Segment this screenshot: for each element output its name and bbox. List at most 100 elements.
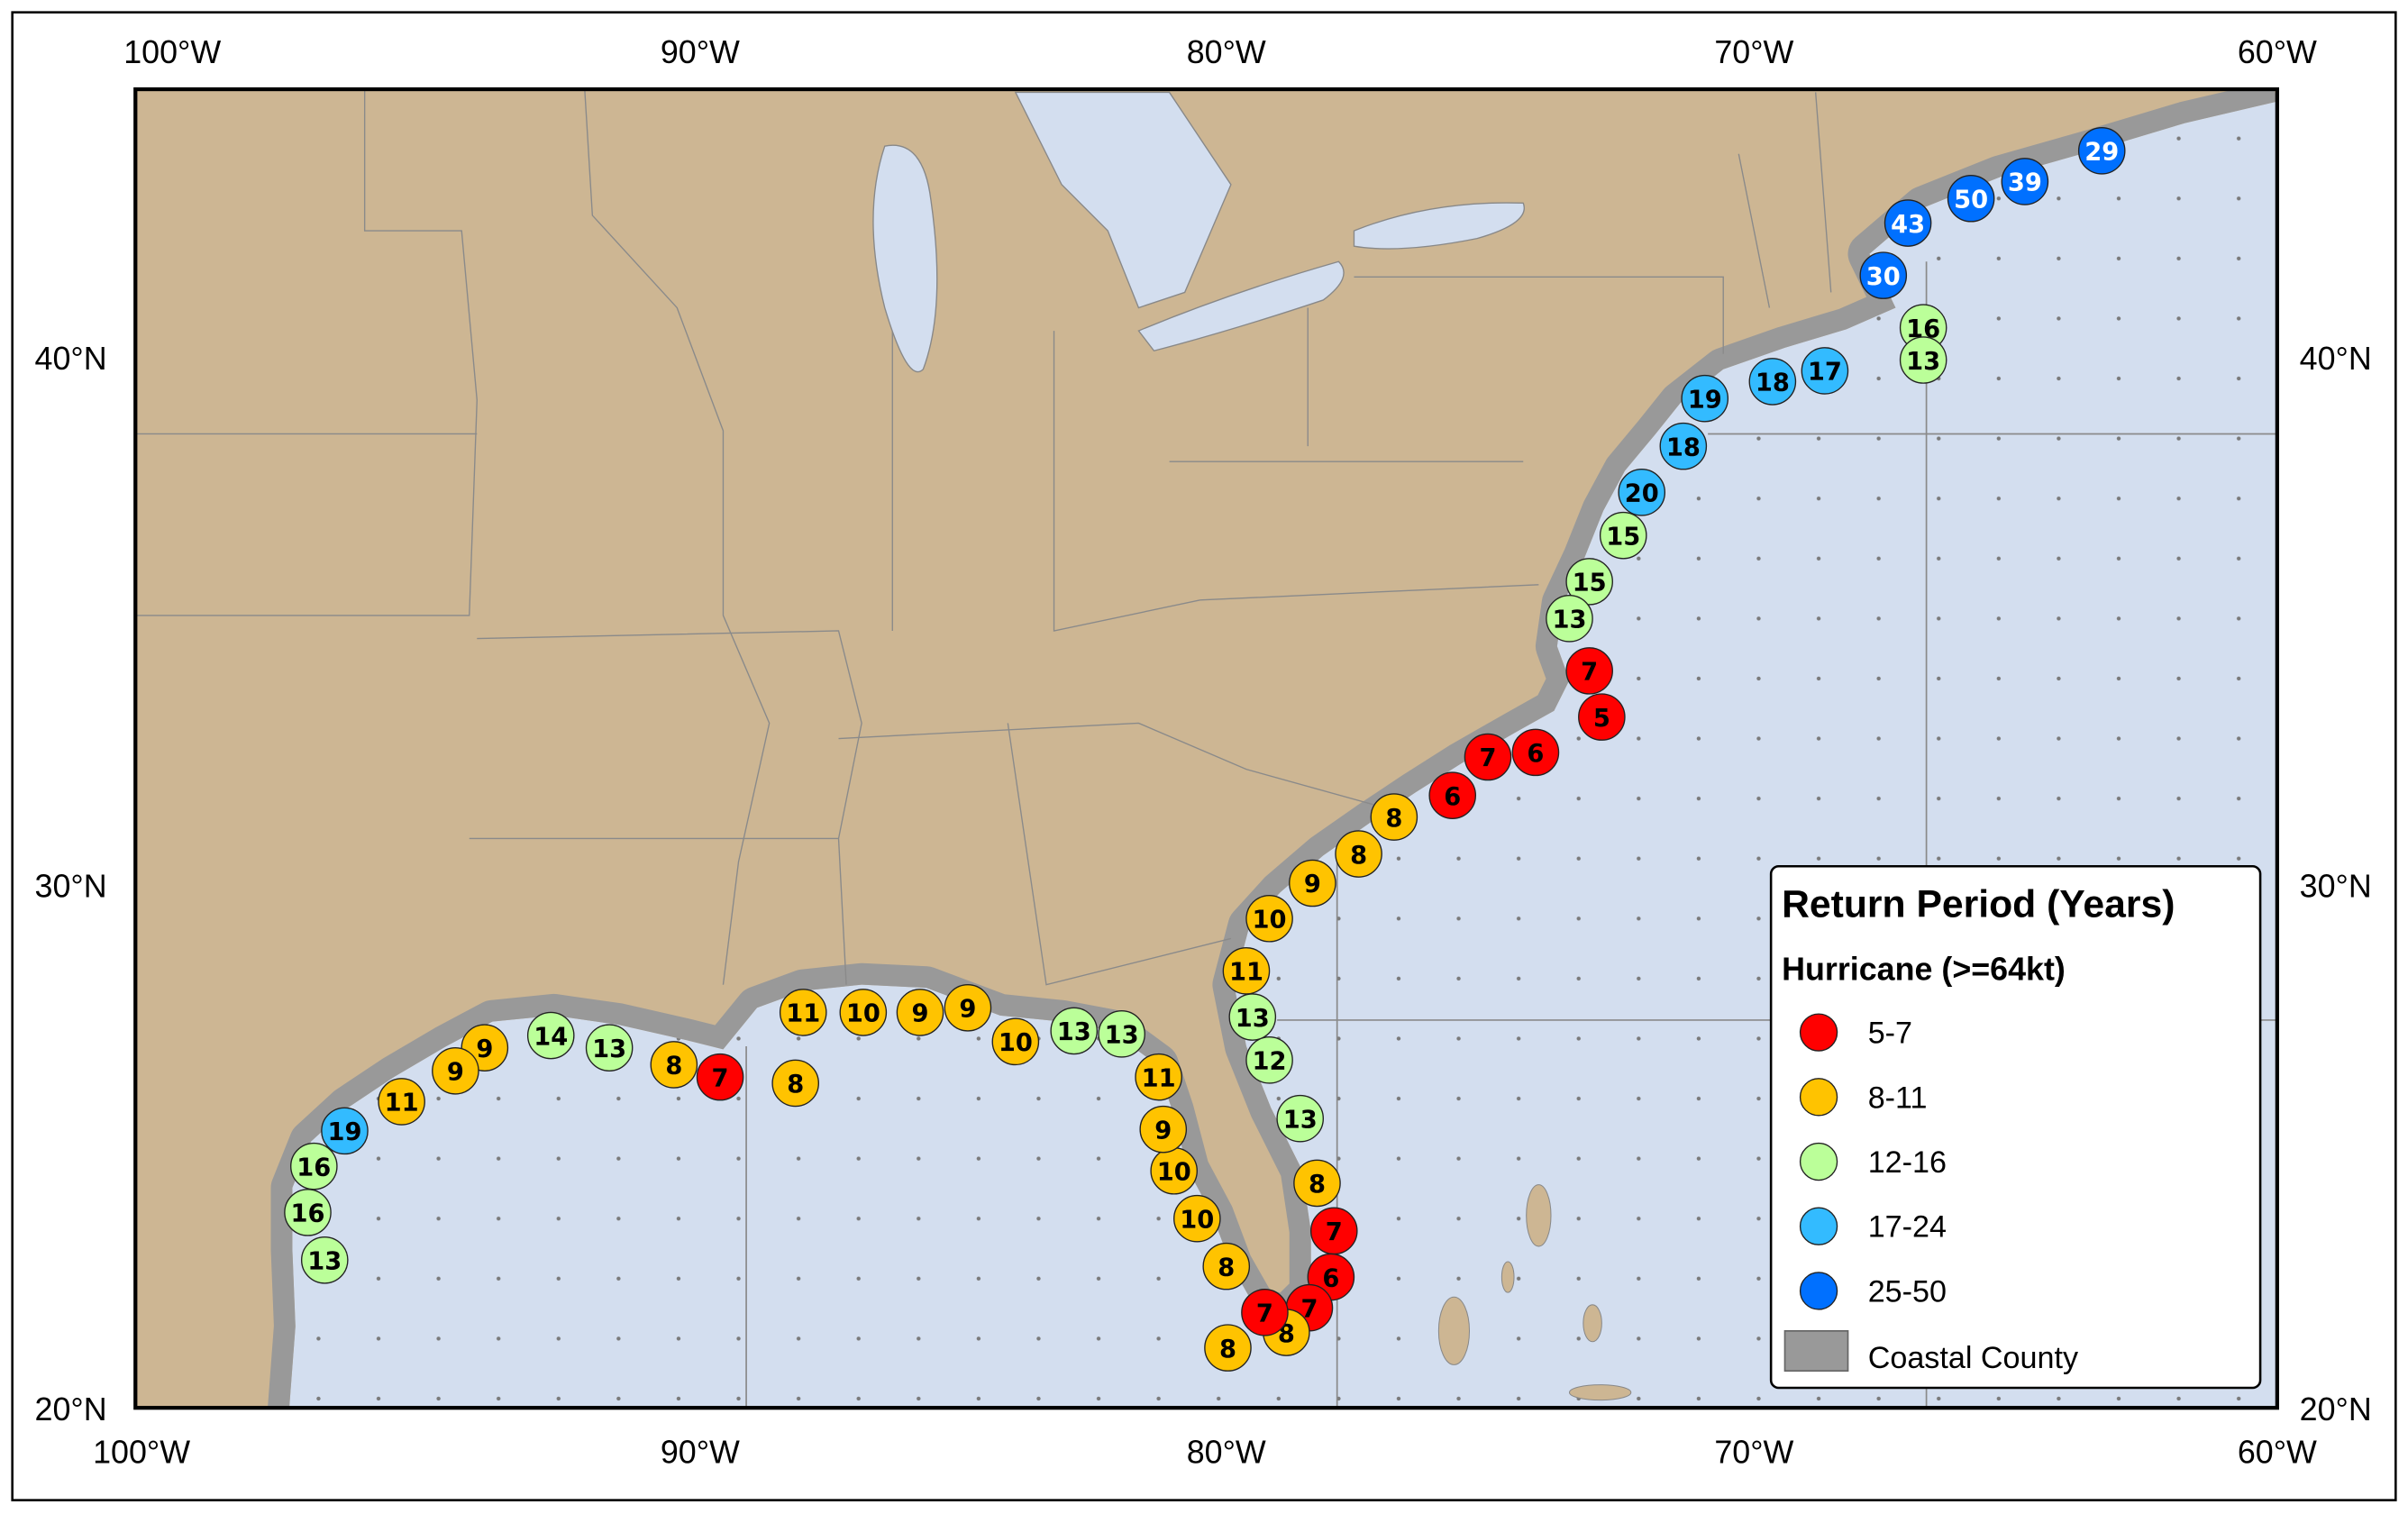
marker-value: 13 xyxy=(1105,1022,1139,1050)
legend-label-coastal-county: Coastal County xyxy=(1868,1341,2078,1375)
return-period-marker: 14 xyxy=(526,1011,575,1060)
return-period-marker: 6 xyxy=(1428,771,1477,819)
legend-label: 12-16 xyxy=(1868,1145,1947,1180)
lon-label: 60°W xyxy=(2238,34,2317,70)
marker-value: 8 xyxy=(787,1071,804,1099)
marker-circle xyxy=(1222,947,1271,995)
lakes xyxy=(872,91,1525,373)
return-period-marker: 11 xyxy=(1135,1053,1182,1101)
return-period-marker: 7 xyxy=(1309,1207,1358,1255)
marker-layer: 2939504330161317181918201515137567688910… xyxy=(284,127,2126,1372)
marker-circle xyxy=(1204,1324,1252,1372)
return-period-marker: 13 xyxy=(585,1024,634,1072)
marker-circle xyxy=(1289,859,1336,907)
marker-value: 9 xyxy=(476,1035,493,1063)
return-period-marker: 19 xyxy=(1681,374,1729,423)
marker-value: 11 xyxy=(1229,959,1263,987)
return-period-marker: 15 xyxy=(1565,558,1613,606)
legend-swatch xyxy=(1799,1013,1838,1052)
return-period-marker: 8 xyxy=(1335,830,1382,878)
marker-value: 8 xyxy=(1309,1171,1326,1199)
marker-circle xyxy=(585,1024,634,1072)
marker-value: 13 xyxy=(1057,1018,1091,1046)
return-period-marker: 12 xyxy=(1245,1036,1293,1084)
marker-circle xyxy=(1098,1010,1145,1058)
marker-value: 30 xyxy=(1866,263,1901,291)
marker-circle xyxy=(432,1047,479,1095)
marker-value: 8 xyxy=(1218,1254,1235,1281)
marker-circle xyxy=(1565,558,1613,606)
return-period-marker: 13 xyxy=(1276,1094,1324,1143)
return-period-marker: 29 xyxy=(2077,127,2126,175)
marker-circle xyxy=(1293,1159,1341,1208)
marker-circle xyxy=(1599,511,1647,560)
marker-circle xyxy=(1335,830,1382,878)
marker-value: 11 xyxy=(385,1090,419,1117)
marker-circle xyxy=(1511,728,1560,777)
marker-value: 8 xyxy=(1385,805,1402,833)
return-period-marker: 20 xyxy=(1618,469,1666,516)
marker-value: 7 xyxy=(1256,1300,1273,1328)
lon-labels-top: 100°W 90°W 80°W 70°W 60°W xyxy=(123,34,2317,70)
marker-value: 16 xyxy=(290,1200,324,1228)
marker-circle xyxy=(1173,1194,1221,1243)
return-period-marker: 10 xyxy=(1150,1146,1198,1195)
marker-circle xyxy=(1899,336,1947,384)
lon-label: 70°W xyxy=(1714,34,1793,70)
marker-value: 13 xyxy=(1283,1106,1318,1134)
marker-value: 13 xyxy=(592,1035,626,1063)
marker-circle xyxy=(1245,894,1293,943)
marker-value: 18 xyxy=(1756,369,1790,397)
return-period-marker: 11 xyxy=(1222,947,1271,995)
marker-value: 6 xyxy=(1444,783,1461,811)
caribbean-islands xyxy=(1437,1184,1632,1401)
legend-label: 5-7 xyxy=(1868,1017,1912,1051)
lat-label: 20°N xyxy=(2300,1391,2372,1427)
marker-value: 13 xyxy=(1552,607,1586,634)
marker-circle xyxy=(839,989,888,1036)
return-period-marker: 6 xyxy=(1511,728,1560,777)
marker-value: 7 xyxy=(712,1064,729,1092)
marker-circle xyxy=(526,1011,575,1060)
return-period-marker: 9 xyxy=(432,1047,479,1095)
return-period-marker: 30 xyxy=(1859,251,1908,299)
return-period-marker: 8 xyxy=(1370,793,1418,841)
marker-circle xyxy=(284,1189,332,1236)
return-period-marker: 10 xyxy=(839,989,888,1036)
return-period-marker: 11 xyxy=(779,989,827,1036)
marker-value: 9 xyxy=(447,1059,464,1087)
marker-circle xyxy=(1370,793,1418,841)
return-period-marker: 11 xyxy=(378,1078,425,1126)
marker-value: 29 xyxy=(2084,139,2119,167)
marker-circle xyxy=(1578,693,1626,741)
marker-value: 20 xyxy=(1625,480,1659,508)
marker-value: 10 xyxy=(999,1029,1033,1057)
return-period-marker: 7 xyxy=(696,1053,744,1101)
return-period-marker: 8 xyxy=(771,1059,819,1108)
marker-circle xyxy=(1245,1036,1293,1084)
lon-labels-bottom: 100°W 90°W 80°W 70°W 60°W xyxy=(93,1435,2317,1471)
marker-value: 7 xyxy=(1581,659,1598,687)
return-period-marker: 9 xyxy=(944,984,992,1032)
marker-circle xyxy=(1139,1105,1188,1154)
return-period-marker: 10 xyxy=(991,1017,1040,1066)
return-period-marker: 39 xyxy=(2001,158,2049,205)
marker-circle xyxy=(1884,199,1932,247)
return-period-marker: 9 xyxy=(1139,1105,1188,1154)
return-period-marker: 13 xyxy=(1899,336,1947,384)
marker-circle xyxy=(1135,1053,1182,1101)
legend-swatch xyxy=(1799,1078,1838,1117)
marker-value: 43 xyxy=(1891,211,1925,239)
marker-circle xyxy=(1618,469,1666,516)
legend-swatch xyxy=(1799,1272,1838,1310)
legend-swatch-coastal-county xyxy=(1783,1329,1849,1373)
marker-value: 14 xyxy=(534,1023,568,1051)
return-period-marker: 5 xyxy=(1578,693,1626,741)
marker-value: 11 xyxy=(786,1000,820,1028)
return-period-marker: 9 xyxy=(896,989,944,1036)
marker-value: 17 xyxy=(1808,359,1842,387)
marker-value: 10 xyxy=(1180,1206,1214,1234)
marker-circle xyxy=(1202,1242,1251,1291)
marker-circle xyxy=(1228,993,1277,1041)
marker-circle xyxy=(1801,347,1849,395)
